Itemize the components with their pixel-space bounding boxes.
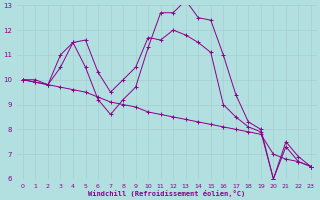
X-axis label: Windchill (Refroidissement éolien,°C): Windchill (Refroidissement éolien,°C) [88, 190, 245, 197]
